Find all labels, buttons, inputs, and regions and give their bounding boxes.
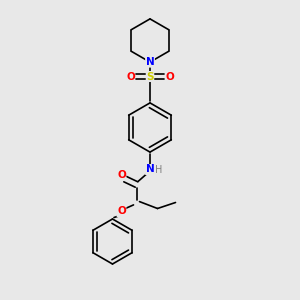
Text: H: H — [155, 165, 162, 176]
Text: O: O — [126, 71, 135, 82]
Text: N: N — [146, 57, 154, 67]
Text: N: N — [146, 164, 154, 175]
Text: O: O — [117, 170, 126, 181]
Text: O: O — [117, 206, 126, 217]
Text: O: O — [165, 71, 174, 82]
Text: S: S — [146, 71, 154, 82]
